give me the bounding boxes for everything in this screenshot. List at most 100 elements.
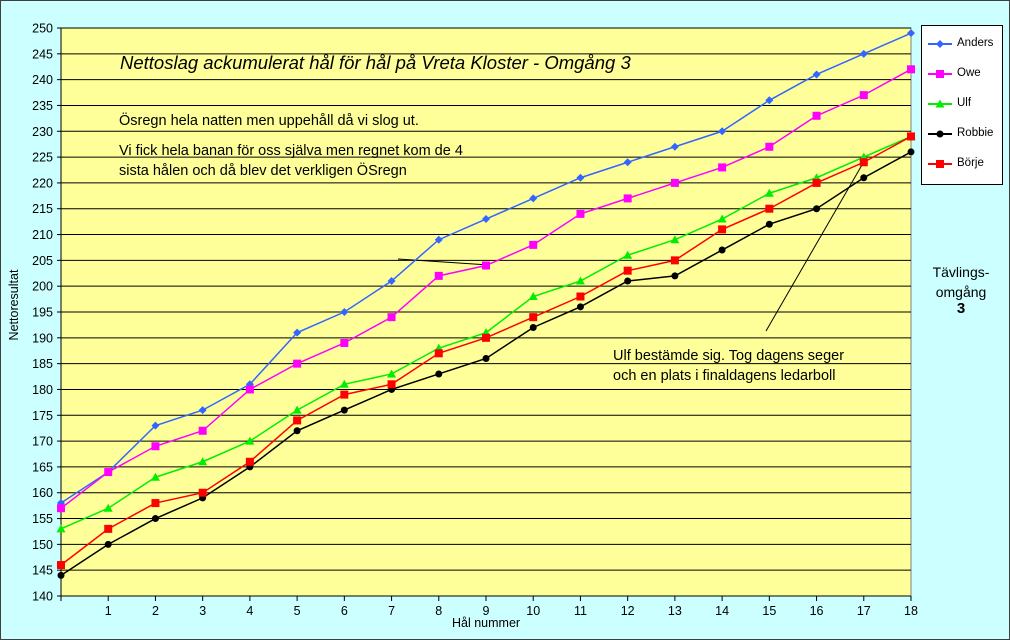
data-point-b-rje — [765, 204, 774, 213]
y-tick-label: 155 — [32, 512, 53, 526]
y-tick-label: 225 — [32, 151, 53, 165]
y-tick-label: 180 — [32, 383, 53, 397]
legend-marker-shape — [935, 99, 945, 108]
legend-label-owe: Owe — [957, 67, 981, 79]
data-point-robbie — [907, 148, 915, 156]
data-point-owe — [434, 271, 443, 280]
data-point-b-rje — [57, 561, 65, 570]
data-point-ulf — [292, 405, 302, 414]
data-point-ulf — [670, 235, 680, 244]
legend-item-anders: Anders — [922, 29, 1002, 59]
y-tick-label: 150 — [32, 538, 53, 552]
round-label-line2: omgång — [935, 284, 987, 300]
data-point-ulf — [339, 379, 349, 388]
data-point-ulf — [717, 214, 727, 223]
data-point-owe — [718, 163, 727, 172]
data-point-ulf — [56, 524, 66, 533]
x-tick-label: 15 — [762, 604, 776, 618]
data-point-b-rje — [670, 256, 679, 265]
data-point-b-rje — [718, 225, 727, 234]
legend-marker-robbie — [936, 130, 944, 138]
x-tick-label: 9 — [483, 604, 490, 618]
data-point-ulf — [528, 292, 538, 301]
data-point-owe — [387, 313, 396, 322]
data-point-b-rje — [340, 390, 349, 399]
y-tick-label: 240 — [32, 73, 53, 87]
round-label-line1: Tävlings- — [932, 264, 990, 280]
x-tick-label: 2 — [152, 604, 159, 618]
data-point-ulf — [103, 503, 113, 512]
y-tick-label: 190 — [32, 331, 53, 345]
data-point-ulf — [150, 472, 160, 481]
legend-marker-shape — [936, 160, 944, 168]
x-tick-label: 5 — [294, 604, 301, 618]
data-point-owe — [812, 111, 821, 120]
series-b-rje — [57, 132, 915, 570]
legend-item-b-rje: Börje — [922, 149, 1002, 179]
y-tick-label: 140 — [32, 590, 53, 604]
annotation-course-line1: Vi fick hela banan för oss själva men re… — [119, 143, 463, 159]
data-point-owe — [245, 385, 254, 394]
y-tick-label: 245 — [32, 47, 53, 61]
x-tick-label: 8 — [435, 604, 442, 618]
data-point-owe — [340, 338, 349, 347]
annotation-ulf-line1: Ulf bestämde sig. Tog dagens seger — [613, 348, 845, 364]
y-tick-label: 220 — [32, 176, 53, 190]
chart-title: Nettoslag ackumulerat hål för hål på Vre… — [120, 52, 631, 73]
data-point-anders — [529, 194, 538, 203]
y-tick-label: 195 — [32, 306, 53, 320]
y-tick-label: 160 — [32, 486, 53, 500]
legend-marker-anders — [936, 40, 944, 48]
x-tick-label: 12 — [621, 604, 635, 618]
data-point-anders — [293, 328, 302, 337]
data-point-b-rje — [907, 132, 915, 141]
data-point-anders — [387, 277, 396, 286]
data-point-owe — [104, 468, 113, 477]
grid-lines — [61, 27, 911, 571]
x-tick-label: 7 — [388, 604, 395, 618]
data-point-robbie — [435, 370, 443, 378]
data-point-anders — [434, 235, 443, 244]
legend-label-b-rje: Börje — [957, 157, 984, 169]
legend-marker-shape — [936, 40, 944, 48]
data-point-anders — [859, 49, 868, 58]
data-point-anders — [198, 406, 207, 415]
data-point-ulf — [387, 369, 397, 378]
data-point-owe — [907, 65, 915, 74]
y-tick-label: 200 — [32, 280, 53, 294]
data-point-owe — [151, 442, 160, 451]
data-point-owe — [529, 240, 538, 249]
data-point-ulf — [245, 436, 255, 445]
series-lines — [56, 29, 916, 579]
data-point-ulf — [198, 457, 208, 466]
y-tick-label: 165 — [32, 460, 53, 474]
data-point-robbie — [529, 323, 537, 331]
y-tick-label: 170 — [32, 435, 53, 449]
x-tick-label: 11 — [574, 604, 587, 618]
x-tick-label: 3 — [199, 604, 206, 618]
data-point-b-rje — [198, 488, 207, 497]
data-point-ulf — [764, 188, 774, 197]
y-axis-title: Nettoresultat — [7, 269, 21, 341]
legend-label-ulf: Ulf — [957, 97, 972, 109]
data-point-robbie — [293, 427, 301, 435]
data-point-b-rje — [482, 333, 490, 342]
y-tick-label: 175 — [32, 409, 53, 423]
annotation-course: Vi fick hela banan för oss själva men re… — [119, 141, 463, 181]
legend-label-robbie: Robbie — [957, 127, 994, 139]
x-tick-label: 14 — [715, 604, 729, 618]
data-point-anders — [907, 29, 915, 38]
y-tick-label: 215 — [32, 202, 53, 216]
data-point-ulf — [623, 250, 633, 259]
annotation-course-line2: sista hålen och då blev det verkligen ÖS… — [119, 163, 407, 179]
y-tick-label: 235 — [32, 99, 53, 113]
y-tick-label: 230 — [32, 125, 53, 139]
legend-label-anders: Anders — [957, 37, 994, 49]
data-point-owe — [623, 194, 632, 203]
data-point-b-rje — [245, 457, 254, 466]
legend-item-robbie: Robbie — [922, 119, 1002, 149]
y-tick-label: 210 — [32, 228, 53, 242]
x-tick-label: 16 — [810, 604, 824, 618]
data-point-owe — [293, 359, 302, 368]
